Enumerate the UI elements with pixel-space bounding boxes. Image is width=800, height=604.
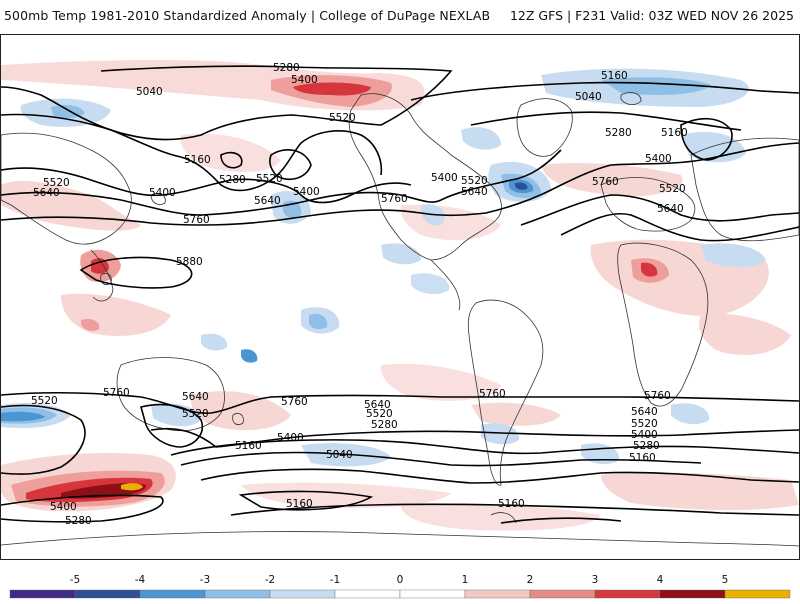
contour-label: 5760 (103, 387, 130, 399)
contour-label: 5520 (461, 175, 488, 187)
contour-labels: 5280 5400 5040 5520 5160 5280 5520 5400 … (31, 62, 688, 527)
contour-label: 5640 (182, 391, 209, 403)
contour-label: 5280 (65, 515, 92, 527)
map-title: 500mb Temp 1981-2010 Standardized Anomal… (4, 8, 491, 23)
height-contours (1, 65, 799, 524)
colorbar-swatch (139, 589, 206, 599)
colorbar-swatches (9, 589, 791, 599)
contour-label: 5160 (601, 70, 628, 82)
colorbar-tick-label: -5 (69, 574, 81, 586)
colorbar-tick-label: 2 (526, 574, 534, 586)
colorbar-swatch (334, 589, 401, 599)
contour-label: 5640 (631, 406, 658, 418)
coastlines (1, 92, 799, 547)
contour-label: 5760 (281, 396, 308, 408)
contour-label: 5280 (605, 127, 632, 139)
colorbar-swatch (464, 589, 531, 599)
contour-label: 5520 (256, 173, 283, 185)
contour-label: 5280 (633, 440, 660, 452)
colorbar-svg (9, 589, 791, 599)
contour-label: 5400 (293, 186, 320, 198)
header: 500mb Temp 1981-2010 Standardized Anomal… (0, 0, 800, 34)
contour-label: 5640 (461, 186, 488, 198)
contour-label: 5520 (329, 112, 356, 124)
contour-label: 5520 (43, 177, 70, 189)
contour-label: 5880 (176, 256, 203, 268)
colorbar-tick-label: -4 (134, 574, 146, 586)
contour-label: 5520 (659, 183, 686, 195)
contour-label: 5640 (657, 203, 684, 215)
contour-label: 5760 (592, 176, 619, 188)
contour-label: 5160 (498, 498, 525, 510)
colorbar-tick-label: 4 (656, 574, 664, 586)
contour-label: 5040 (575, 91, 602, 103)
colorbar-tick-label: -3 (199, 574, 211, 586)
contour-label: 5400 (291, 74, 318, 86)
contour-label: 5040 (136, 86, 163, 98)
contour-label: 5760 (183, 214, 210, 226)
colorbar-swatch (594, 589, 661, 599)
colorbar-swatch (529, 589, 596, 599)
contour-label: 5280 (219, 174, 246, 186)
contour-label: 5160 (184, 154, 211, 166)
colorbar-swatch (659, 589, 726, 599)
contour-label: 5160 (661, 127, 688, 139)
contour-label: 5400 (645, 153, 672, 165)
contour-label: 5760 (644, 390, 671, 402)
contour-label: 5160 (286, 498, 313, 510)
colorbar-tick-label: -1 (329, 574, 341, 586)
colorbar-swatch (269, 589, 336, 599)
contour-label: 5520 (31, 395, 58, 407)
contour-label: 5160 (235, 440, 262, 452)
contour-label: 5400 (149, 187, 176, 199)
contour-label: 5400 (277, 432, 304, 444)
contour-label: 5760 (479, 388, 506, 400)
colorbar-swatch (9, 589, 76, 599)
contour-label: 5400 (431, 172, 458, 184)
contour-label: 5280 (371, 419, 398, 431)
colorbar-swatch (724, 589, 791, 599)
run-info: 12Z GFS | F231 Valid: 03Z WED NOV 26 202… (509, 8, 794, 23)
colorbar-tick-label: 1 (461, 574, 469, 586)
contour-label: 5520 (182, 408, 209, 420)
colorbar-swatch (74, 589, 141, 599)
colorbar-tick-label: 5 (721, 574, 729, 586)
contour-label: 5400 (631, 429, 658, 441)
contour-label: 5040 (326, 449, 353, 461)
contour-label: 5160 (629, 452, 656, 464)
contour-label: 5640 (364, 399, 391, 411)
colorbar-tick-label: 0 (396, 574, 404, 586)
contour-label: 5400 (50, 501, 77, 513)
contour-label: 5280 (273, 62, 300, 74)
colorbar-tick-label: -2 (264, 574, 276, 586)
colorbar-swatch (204, 589, 271, 599)
contour-label: 5640 (33, 187, 60, 199)
colorbar-tick-label: 3 (591, 574, 599, 586)
map-svg: 5280 5400 5040 5520 5160 5280 5520 5400 … (1, 60, 799, 547)
contour-label: 5640 (254, 195, 281, 207)
contour-label: 5520 (631, 418, 658, 430)
contour-label: 5760 (381, 193, 408, 205)
contour-label: 5520 (366, 408, 393, 420)
map-panel[interactable]: 5280 5400 5040 5520 5160 5280 5520 5400 … (0, 34, 800, 560)
colorbar: -5 -4 -3 -2 -1 0 1 2 3 4 5 (0, 566, 800, 600)
colorbar-swatch (399, 589, 466, 599)
